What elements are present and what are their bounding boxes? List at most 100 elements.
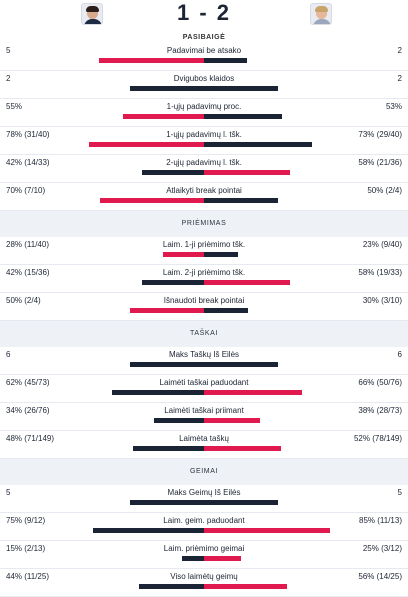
stat-bar-right: [204, 446, 281, 451]
stat-bar-right: [204, 556, 241, 561]
stat-left-value: 5: [6, 46, 11, 55]
stat-right-value: 52% (78/149): [353, 434, 402, 443]
stat-left-value: 15% (2/13): [6, 544, 46, 553]
stat-row: 62% (45/73) Laimėti taškai paduodant 66% (…: [0, 375, 408, 403]
stat-left-value: 42% (14/33): [6, 158, 50, 167]
stat-label: Atlaikyti break pointai: [166, 186, 242, 195]
player-right-avatar[interactable]: [310, 3, 332, 25]
stat-row: 6 Maks Taškų Iš Eilės 6: [0, 347, 408, 375]
row-divider: [0, 374, 408, 375]
stat-bar-right: [204, 280, 290, 285]
stat-bar-right: [204, 418, 260, 423]
section-header: PRIĖMIMAS: [0, 211, 408, 237]
stat-bar-left: [93, 528, 204, 533]
stat-row: 75% (9/12) Laim. geim. paduodant 85% (11/1…: [0, 513, 408, 541]
match-header: 1 - 2: [0, 0, 408, 33]
stat-bar-right: [204, 198, 278, 203]
row-divider: [0, 292, 408, 293]
stat-row: 44% (11/25) Viso laimėtų geimų 56% (14/25): [0, 569, 408, 597]
stat-label: Laimėta taškų: [179, 434, 229, 443]
stat-bar-left: [154, 418, 204, 423]
stat-label: 2-ųjų padavimų l. tšk.: [166, 158, 242, 167]
stat-bar-right: [204, 500, 278, 505]
stat-left-value: 50% (2/4): [6, 296, 41, 305]
row-divider: [0, 320, 408, 321]
stat-label: Maks Geimų Iš Eilės: [167, 488, 241, 497]
row-divider: [0, 402, 408, 403]
stat-right-value: 23% (9/40): [362, 240, 402, 249]
player-left-avatar[interactable]: [81, 3, 103, 25]
row-divider: [0, 430, 408, 431]
stat-bar-right: [204, 170, 290, 175]
section-header: GEIMAI: [0, 459, 408, 485]
stat-bar-right: [204, 308, 248, 313]
stat-left-value: 78% (31/40): [6, 130, 50, 139]
stat-left-value: 44% (11/25): [6, 572, 49, 581]
row-divider: [0, 540, 408, 541]
stat-label: Laim. geim. paduodant: [163, 516, 245, 525]
stat-left-value: 62% (45/73): [6, 378, 50, 387]
stat-right-value: 5: [397, 488, 402, 497]
stat-row: 2 Dvigubos klaidos 2: [0, 71, 408, 99]
stat-row: 5 Maks Geimų Iš Eilės 5: [0, 485, 408, 513]
stat-bar-right: [204, 252, 238, 257]
stat-right-value: 66% (50/76): [358, 378, 402, 387]
stat-bar-left: [99, 58, 204, 63]
stat-row: 34% (26/76) Laimėti taškai priimant 38% (2…: [0, 403, 408, 431]
stat-right-value: 30% (3/10): [362, 296, 402, 305]
stat-bar-left: [163, 252, 204, 257]
row-divider: [0, 126, 408, 127]
stat-bar-left: [182, 556, 204, 561]
stat-bar-left: [112, 390, 204, 395]
stat-bar-right: [204, 362, 278, 367]
row-divider: [0, 568, 408, 569]
stat-bar-left: [130, 308, 204, 313]
stat-left-value: 75% (9/12): [6, 516, 46, 525]
stat-left-value: 55%: [6, 102, 23, 111]
stat-label: Dvigubos klaidos: [173, 74, 235, 83]
stat-bar-left: [123, 114, 204, 119]
stat-right-value: 53%: [385, 102, 402, 111]
stat-label: Maks Taškų Iš Eilės: [168, 350, 240, 359]
stat-left-value: 34% (26/76): [6, 406, 50, 415]
stat-left-value: 28% (11/40): [6, 240, 49, 249]
stat-row: 42% (14/33) 2-ųjų padavimų l. tšk. 58% (21…: [0, 155, 408, 183]
stat-right-value: 58% (19/33): [358, 268, 402, 277]
stat-bar-right: [204, 142, 312, 147]
row-divider: [0, 70, 408, 71]
stat-left-value: 5: [6, 488, 11, 497]
stat-row: 5 Padavimai be atsako 2: [0, 43, 408, 71]
stat-right-value: 56% (14/25): [358, 572, 402, 581]
row-divider: [0, 154, 408, 155]
stat-row: 70% (7/10) Atlaikyti break pointai 50% (2/…: [0, 183, 408, 211]
stat-right-value: 2: [397, 74, 402, 83]
stat-right-value: 58% (21/36): [358, 158, 402, 167]
stat-row: 55% 1-ųjų padavimų proc. 53%: [0, 99, 408, 127]
stat-row: 50% (2/4) Išnaudoti break pointai 30% (3/1…: [0, 293, 408, 321]
stat-right-value: 50% (2/4): [367, 186, 402, 195]
stat-label: Laim. 2-ji priėmimo tšk.: [162, 268, 246, 277]
stat-row: 28% (11/40) Laim. 1-ji priėmimo tšk. 23% (…: [0, 237, 408, 265]
stat-row: 48% (71/149) Laimėta taškų 52% (78/149): [0, 431, 408, 459]
stat-left-value: 48% (71/149): [6, 434, 55, 443]
row-divider: [0, 458, 408, 459]
stat-bar-left: [142, 280, 204, 285]
stat-bar-left: [130, 362, 204, 367]
stat-row: 42% (15/36) Laim. 2-ji priėmimo tšk. 58% (…: [0, 265, 408, 293]
match-status: PASIBAIGĖ: [182, 34, 226, 41]
stat-row: 78% (31/40) 1-ųjų padavimų l. tšk. 73% (29…: [0, 127, 408, 155]
stat-right-value: 2: [397, 46, 402, 55]
stat-right-value: 85% (11/13): [359, 516, 402, 525]
stat-bar-right: [204, 528, 330, 533]
row-divider: [0, 512, 408, 513]
stat-label: Laim. priėmimo geimai: [163, 544, 245, 553]
stat-label: Laimėti taškai priimant: [164, 406, 244, 415]
match-score: 1 - 2: [176, 0, 232, 25]
row-divider: [0, 210, 408, 211]
stat-bar-right: [204, 390, 302, 395]
stat-left-value: 42% (15/36): [6, 268, 50, 277]
stat-right-value: 25% (3/12): [362, 544, 402, 553]
row-divider: [0, 264, 408, 265]
stat-bar-left: [89, 142, 204, 147]
stat-row: 15% (2/13) Laim. priėmimo geimai 25% (3/12…: [0, 541, 408, 569]
